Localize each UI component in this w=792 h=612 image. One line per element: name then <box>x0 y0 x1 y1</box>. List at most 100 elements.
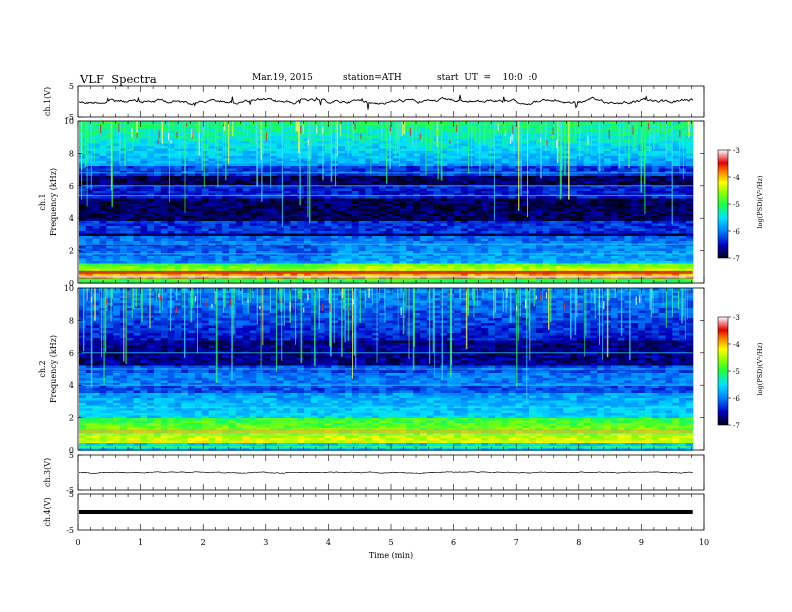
spectrogram-cell <box>665 146 673 149</box>
spectrogram-cell <box>194 136 203 139</box>
spectrogram-cell <box>426 201 435 204</box>
spectrogram-cell <box>215 131 223 134</box>
spectrogram-cell <box>426 241 435 244</box>
spectrogram-cell <box>249 156 257 159</box>
spectrogram-cell <box>324 178 332 182</box>
spectrogram-cell <box>92 198 100 202</box>
spectrogram-cell <box>242 236 251 239</box>
spectrogram-cell <box>188 181 196 184</box>
spectrogram-cell <box>113 151 121 154</box>
spectrogram-cell <box>426 208 435 212</box>
spectrogram-cell <box>399 138 407 142</box>
spectrogram-cell <box>256 171 264 174</box>
spectrogram-cell <box>645 131 653 134</box>
spectrogram-cell <box>563 131 571 134</box>
spectrogram-cell <box>92 188 100 192</box>
spectrogram-cell <box>522 253 530 257</box>
spectrogram-cell <box>447 248 455 252</box>
spectrogram-cell <box>508 151 516 154</box>
spectrogram-cell <box>351 143 360 147</box>
spectrogram-cell <box>283 188 291 192</box>
spectrogram-cell <box>215 208 223 212</box>
spectrogram-cell <box>406 226 414 229</box>
spectrogram-cell <box>310 251 319 254</box>
spectrogram-cell <box>576 176 585 179</box>
spectrogram-cell <box>372 191 380 194</box>
spectrogram-cell <box>147 131 155 134</box>
spectrogram-cell <box>140 143 148 147</box>
spectrogram-cell <box>563 228 571 232</box>
spectrogram-cell <box>297 151 305 154</box>
spectrogram-cell <box>201 126 210 129</box>
spectrogram-cell <box>447 193 455 197</box>
spectrogram-cell <box>481 178 489 182</box>
spectrogram-cell <box>147 156 155 159</box>
spectrogram-cell <box>167 236 176 239</box>
spectrogram-cell <box>283 231 291 234</box>
spectrogram-cell <box>188 196 196 199</box>
spectrogram-cell <box>679 211 687 214</box>
spectrogram-cell <box>283 198 291 202</box>
spectrogram-cell <box>201 191 210 194</box>
spectrogram-cell <box>119 196 128 199</box>
spectrogram-cell <box>488 201 496 204</box>
spectrogram-cell <box>188 258 196 262</box>
spectrogram-cell <box>570 236 578 239</box>
spectrogram-cell <box>283 126 291 129</box>
spectrogram-cell <box>406 183 414 187</box>
spectrogram-cell <box>385 201 394 204</box>
spectrogram-cell <box>570 226 578 229</box>
spectrogram-cell <box>488 193 496 197</box>
spectrogram-cell <box>283 223 291 227</box>
spectrogram-cell <box>542 173 551 177</box>
spectrogram-cell <box>610 156 619 159</box>
spectrogram-cell <box>658 141 666 144</box>
spectrogram-cell <box>508 141 516 144</box>
spectrogram-cell <box>576 218 585 222</box>
spectrogram-cell <box>99 256 107 259</box>
spectrogram-cell <box>651 203 660 207</box>
spectrogram-cell <box>501 218 510 222</box>
spectrogram-cell <box>181 236 189 239</box>
spectrogram-cell <box>685 141 694 144</box>
spectrogram-cell <box>672 121 680 124</box>
spectrogram-cell <box>181 218 189 222</box>
spectrogram-cell <box>440 178 448 182</box>
spectrogram-cell <box>283 251 291 254</box>
spectrogram-cell <box>542 226 551 229</box>
spectrogram-cell <box>290 233 298 237</box>
spectrogram-cell <box>276 213 285 217</box>
spectrogram-cell <box>535 178 544 182</box>
spectrogram-cell <box>399 248 407 252</box>
spectrogram-cell <box>181 233 189 237</box>
spectrogram-cell <box>188 121 196 124</box>
spectrogram-cell <box>399 181 407 184</box>
spectrogram-cell <box>617 166 626 169</box>
spectrogram-cell <box>372 143 380 147</box>
spectrogram-cell <box>372 186 380 189</box>
spectrogram-cell <box>140 258 148 262</box>
spectrogram-cell <box>406 203 414 207</box>
spectrogram-cell <box>269 178 278 182</box>
spectrogram-cell <box>597 161 605 164</box>
spectrogram-cell <box>276 243 285 247</box>
spectrogram-cell <box>119 241 128 244</box>
spectrogram-cell <box>263 186 271 189</box>
spectrogram-cell <box>529 186 537 189</box>
spectrogram-cell <box>113 253 121 257</box>
spectrogram-cell <box>665 243 673 247</box>
spectrogram-cell <box>576 133 585 137</box>
spectrogram-cell <box>365 216 373 219</box>
spectrogram-cell <box>508 213 516 217</box>
spectrogram-cell <box>79 178 87 182</box>
spectrogram-cell <box>426 231 435 234</box>
spectrogram-cell <box>345 186 353 189</box>
spectrogram-cell <box>413 156 421 159</box>
spectrogram-cell <box>242 193 251 197</box>
spectrogram-cell <box>92 141 100 144</box>
spectrogram-cell <box>276 228 285 232</box>
spectrogram-cell <box>542 228 551 232</box>
spectrogram-cell <box>392 198 401 202</box>
spectrogram-cell <box>522 153 530 157</box>
spectrogram-cell <box>672 203 680 207</box>
